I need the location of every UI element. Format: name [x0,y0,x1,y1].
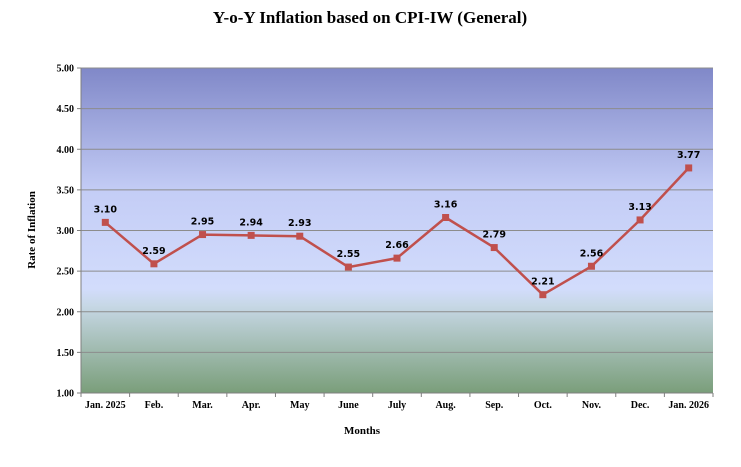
data-label: 2.79 [483,230,506,241]
y-tick-label: 3.50 [57,185,75,196]
data-label: 2.95 [191,217,214,228]
data-label: 2.66 [385,240,409,251]
y-tick-label: 4.50 [57,104,75,115]
x-tick-label: Aug. [435,400,456,411]
y-tick-label: 1.00 [57,389,75,400]
x-tick-label: Jan. 2025 [85,400,126,411]
x-axis-title: Months [344,425,381,437]
data-label: 3.77 [677,150,700,161]
x-tick-label: Jan. 2026 [668,400,709,411]
gridlines [81,67,713,353]
y-tick-label: 2.00 [57,307,75,318]
data-point [636,216,644,224]
data-label: 2.59 [142,246,165,257]
data-label: 3.10 [94,204,118,215]
data-label: 2.56 [580,248,604,259]
y-axis-ticks: 1.00 1.50 2.00 2.50 3.00 3.50 4.00 4.50 5.00 [57,64,81,400]
x-tick-label: Feb. [145,400,164,411]
data-point [490,244,498,252]
x-tick-label: Nov. [582,400,602,411]
data-label: 3.16 [434,200,458,211]
y-tick-label: 5.00 [57,64,75,75]
chart-title: Y-o-Y Inflation based on CPI-IW (General… [213,8,527,27]
y-tick-label: 1.50 [57,348,75,359]
data-point [199,231,207,239]
data-labels: 3.10 2.59 2.95 2.94 2.93 2.55 2.66 3.16 2.79 2.21… [94,150,701,288]
x-tick-label: Apr. [242,400,261,411]
data-point [344,263,352,271]
data-label: 2.21 [531,277,554,288]
x-tick-label: Dec. [631,400,650,411]
data-point [442,214,450,221]
data-label: 2.94 [239,217,263,228]
x-tick-label: Sep. [485,400,504,411]
data-point [296,232,304,240]
data-label: 2.93 [288,218,311,229]
data-point [150,260,158,268]
data-point [685,164,693,172]
x-tick-label: Oct. [534,400,553,411]
y-tick-label: 3.00 [57,226,75,237]
data-point [101,218,109,226]
data-point [587,262,595,270]
y-axis-title: Rate of Inflation [26,191,38,269]
data-point [247,231,255,239]
data-label: 2.55 [337,249,360,260]
x-tick-label: Mar. [192,400,213,411]
data-point [393,254,401,262]
data-label: 3.13 [628,202,651,213]
x-axis-ticks: Jan. 2025 Feb. Mar. Apr. May June July Aug. Sep.… [80,393,714,411]
x-tick-label: July [388,400,406,411]
y-tick-label: 4.00 [57,145,75,156]
y-tick-label: 2.50 [57,267,75,278]
x-tick-label: May [290,400,309,411]
x-tick-label: June [338,400,359,411]
series-inflation [101,164,693,299]
data-point [539,291,547,299]
